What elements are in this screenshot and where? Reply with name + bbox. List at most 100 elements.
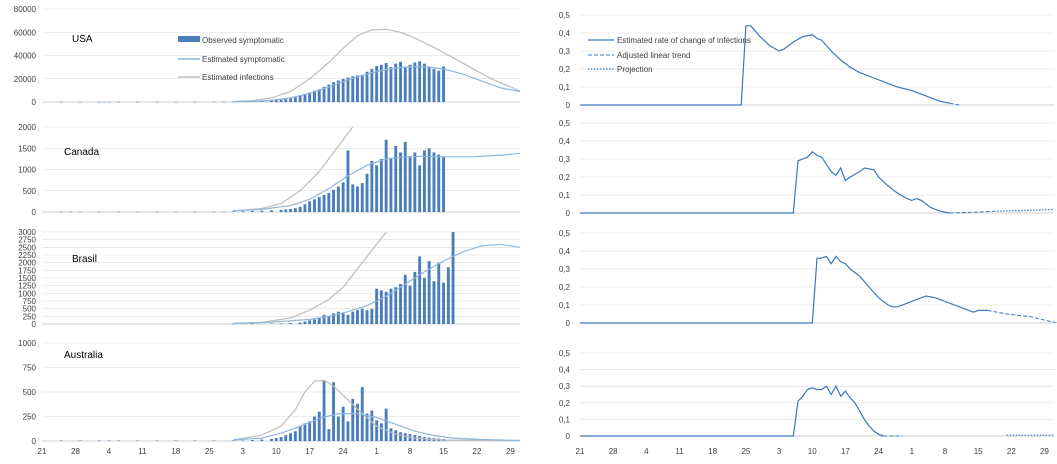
y-tick-label: 250: [23, 413, 37, 422]
estimated-infections-line: [233, 231, 387, 324]
observed-bar: [379, 64, 383, 102]
observed-bar: [327, 316, 331, 324]
observed-bar: [442, 282, 445, 324]
observed-bar: [384, 408, 388, 441]
observed-bar: [413, 271, 417, 324]
x-tick-label: 21: [38, 447, 47, 456]
x-tick-label: 25: [205, 447, 214, 456]
observed-bar: [432, 281, 436, 324]
observed-bar: [293, 96, 297, 102]
projection-line: [997, 208, 1055, 212]
observed-bar: [432, 68, 436, 102]
y-tick-label: 0,5: [559, 229, 571, 238]
estimated-symptomatic-line: [233, 65, 520, 103]
y-tick-label: 0,2: [559, 399, 571, 408]
observed-bar: [437, 154, 441, 212]
observed-bar: [394, 430, 398, 441]
observed-bar: [155, 101, 159, 103]
y-tick-label: 1000: [18, 289, 36, 298]
observed-bar: [308, 421, 312, 441]
y-tick-label: 3000: [18, 228, 36, 237]
observed-bar: [418, 61, 422, 102]
observed-bar: [389, 158, 393, 212]
rate-line: [580, 25, 950, 106]
observed-bar: [327, 84, 331, 102]
observed-bar: [317, 197, 321, 212]
legend-left: Observed symptomatic Estimated symptomati…: [178, 36, 285, 82]
observed-bar: [322, 381, 326, 441]
observed-bar: [313, 199, 316, 213]
rate-line: [580, 150, 950, 214]
observed-bar: [212, 101, 216, 103]
observed-bar: [303, 321, 307, 324]
y-tick-label: 0,4: [559, 29, 571, 38]
y-tick-label: 0,1: [559, 83, 571, 92]
observed-bar: [351, 311, 355, 324]
x-tick-label: 10: [808, 447, 817, 456]
estimated-symptomatic-line: [233, 243, 520, 324]
y-tick-label: 750: [23, 297, 37, 306]
observed-bar: [379, 158, 383, 212]
observed-bar: [370, 161, 374, 212]
observed-bar: [293, 208, 297, 212]
y-tick-label: 1000: [18, 339, 36, 348]
observed-bar: [356, 75, 359, 102]
observed-bar: [365, 71, 369, 102]
observed-bar: [174, 211, 178, 213]
observed-bar: [270, 439, 273, 441]
observed-bar: [322, 314, 326, 324]
observed-bar: [303, 204, 307, 212]
x-tick-label: 18: [171, 447, 180, 456]
observed-bar: [336, 80, 340, 102]
observed-bar: [418, 165, 422, 213]
observed-bar: [351, 398, 355, 441]
observed-bar: [394, 146, 398, 212]
observed-bar: [341, 313, 345, 324]
observed-bar: [370, 410, 374, 441]
left-panel-3: 0250500750100012501500175020002250250027…: [18, 228, 520, 329]
legend-observed-label: Observed symptomatic: [202, 36, 284, 45]
observed-bar: [399, 284, 402, 324]
right-panel-3: 0 0,1 0,2 0,3 0,4 0,5: [559, 229, 1057, 328]
observed-bar: [289, 97, 292, 102]
observed-bar: [59, 440, 63, 441]
y-tick-label: 0,4: [559, 137, 571, 146]
observed-bar: [284, 98, 288, 102]
observed-bar: [332, 313, 335, 324]
right-panel-1: 0 0,1 0,2 0,3 0,4 0,5: [559, 11, 1054, 110]
observed-bar: [250, 323, 254, 325]
y-tick-label: 0,4: [559, 247, 571, 256]
observed-bar: [442, 66, 445, 102]
observed-bar: [279, 209, 283, 212]
estimated-symptomatic-line: [233, 152, 520, 212]
observed-bar: [427, 148, 431, 213]
observed-bar: [332, 82, 335, 102]
observed-bar: [360, 308, 364, 324]
y-tick-label: 0: [32, 320, 37, 329]
y-tick-label: 1500: [18, 274, 36, 283]
observed-bar: [336, 186, 340, 212]
observed-bar: [360, 183, 364, 212]
observed-bar: [356, 310, 359, 324]
x-tick-label: 1: [910, 447, 915, 456]
rate-line: [580, 255, 988, 324]
observed-bar: [351, 184, 355, 212]
observed-bar: [389, 428, 393, 441]
y-tick-label: 0,5: [559, 349, 571, 358]
observed-bar: [365, 173, 369, 213]
observed-bar: [308, 92, 312, 102]
observed-bar: [303, 93, 307, 102]
observed-bar: [437, 70, 441, 102]
right-panel-4: 0 0,1 0,2 0,3 0,4 0,5: [559, 349, 1054, 441]
panel-title: Brasil: [72, 254, 97, 265]
y-tick-label: 0,3: [559, 265, 571, 274]
observed-bar: [370, 308, 374, 324]
observed-bar: [389, 288, 393, 324]
x-tick-label: 15: [974, 447, 983, 456]
observed-bar: [212, 211, 216, 213]
observed-bar: [313, 90, 316, 102]
observed-bar: [193, 440, 197, 441]
x-tick-label: 3: [777, 447, 782, 456]
observed-bar: [289, 323, 292, 324]
observed-bar: [289, 433, 292, 441]
